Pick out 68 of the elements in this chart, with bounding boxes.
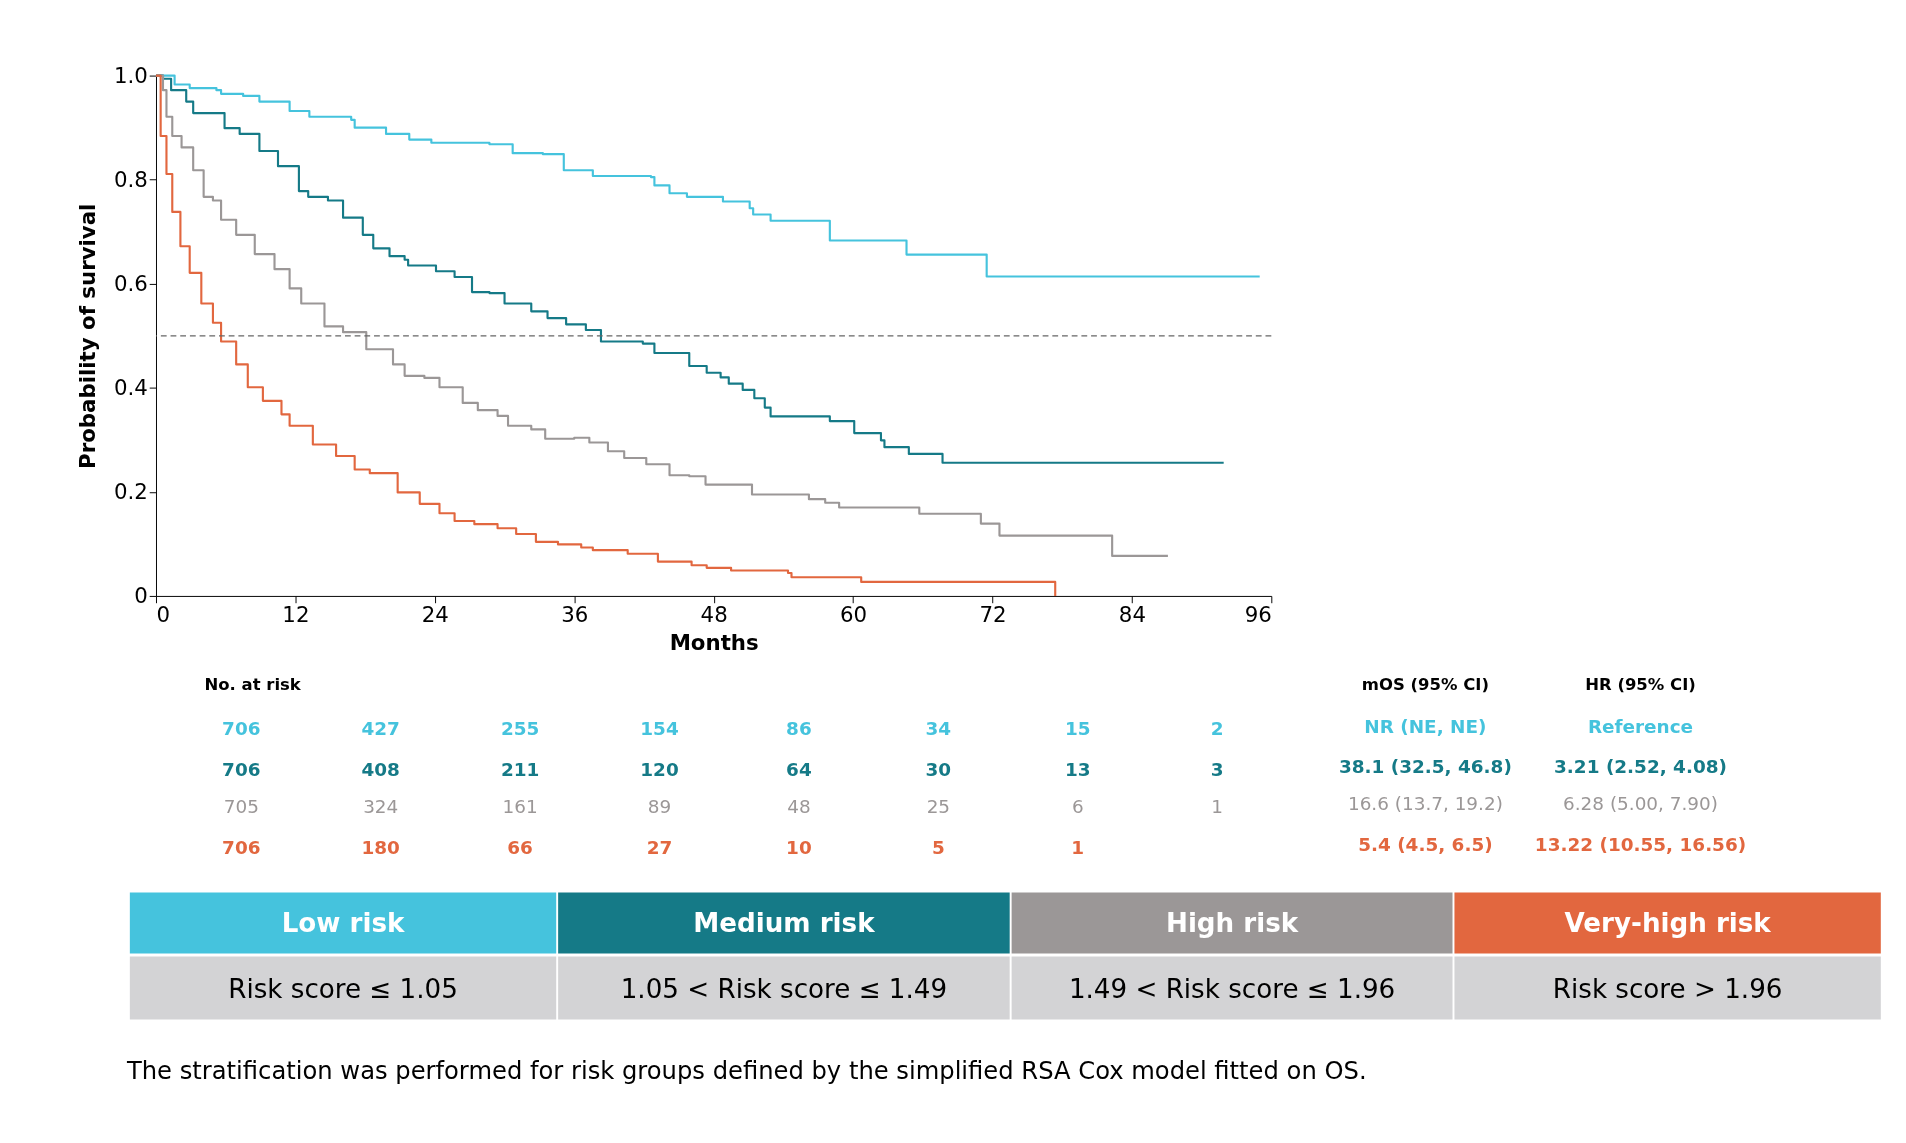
x-tick-label: 0 — [156, 601, 171, 627]
text: 3.21 (2.52, 4.08) — [1554, 756, 1727, 778]
text: 1.49 < Risk score ≤ 1.96 — [1068, 974, 1396, 1005]
text: Risk score ≤ 1.05 — [228, 974, 458, 1005]
text: 408 — [361, 759, 400, 781]
x-tick-label: 96 — [1244, 601, 1272, 627]
y-tick-label: 0.6 — [113, 271, 148, 296]
text: 10 — [786, 836, 812, 858]
text: 16.6 (13.7, 19.2) — [1347, 793, 1503, 815]
y-axis-title: Probability of survival — [75, 203, 101, 469]
text: The stratification was performed for risk groups defined by the simplified RSA Cox model fitted on OS. — [125, 1057, 1367, 1086]
text: Low risk — [281, 908, 405, 939]
x-axis-title: Months — [669, 629, 759, 655]
text: 89 — [647, 796, 672, 817]
y-tick-label: 0.2 — [113, 479, 148, 505]
y-tick-label: 0 — [134, 583, 148, 609]
text: No. at risk — [204, 674, 302, 694]
x-tick-label: 72 — [979, 601, 1007, 627]
text: 1.05 < Risk score ≤ 1.49 — [620, 974, 948, 1005]
text: 6 — [1071, 796, 1084, 817]
x-tick-label: 12 — [282, 601, 310, 627]
text: 3 — [1210, 759, 1224, 781]
text: 2 — [1210, 718, 1224, 740]
text: 6.28 (5.00, 7.90) — [1563, 793, 1718, 815]
text: 86 — [786, 718, 812, 740]
text: Reference — [1587, 715, 1694, 737]
x-tick-label: 24 — [421, 601, 449, 627]
text: 324 — [363, 796, 399, 817]
text: 154 — [640, 718, 679, 740]
text: 706 — [222, 836, 261, 858]
text: High risk — [1166, 908, 1299, 939]
text: 13 — [1064, 759, 1091, 781]
text: Very-high risk — [1564, 908, 1772, 939]
text: 180 — [361, 836, 400, 858]
text: Risk score > 1.96 — [1552, 974, 1783, 1005]
text: 427 — [361, 718, 400, 740]
text: 64 — [786, 759, 812, 781]
text: 705 — [223, 796, 259, 817]
text: 161 — [502, 796, 538, 817]
text: 13.22 (10.55, 16.56) — [1534, 833, 1747, 855]
x-tick-label: 84 — [1118, 601, 1146, 627]
text: HR (95% CI) — [1585, 674, 1696, 694]
text: 255 — [500, 718, 540, 740]
y-tick-label: 0.8 — [113, 166, 148, 192]
text: 706 — [222, 718, 261, 740]
text: 34 — [925, 718, 952, 740]
text: Medium risk — [693, 908, 876, 939]
text: 120 — [640, 759, 679, 781]
text: 1 — [1211, 796, 1224, 817]
text: 27 — [646, 836, 673, 858]
y-tick-label: 0.4 — [113, 375, 148, 401]
y-tick-label: 1.0 — [113, 62, 148, 88]
text: 48 — [787, 796, 811, 817]
text: 66 — [507, 836, 533, 858]
text: 5.4 (4.5, 6.5) — [1358, 833, 1493, 855]
text: 5 — [931, 836, 945, 858]
x-tick-label: 36 — [561, 601, 589, 627]
text: 706 — [222, 759, 261, 781]
x-tick-label: 48 — [700, 601, 728, 627]
x-tick-label: 60 — [840, 601, 868, 627]
text: 30 — [925, 759, 952, 781]
text: 25 — [926, 796, 951, 817]
text: NR (NE, NE) — [1364, 715, 1487, 737]
text: 1 — [1071, 836, 1085, 858]
text: 38.1 (32.5, 46.8) — [1338, 756, 1512, 778]
text: mOS (95% CI) — [1361, 674, 1489, 694]
text: 211 — [500, 759, 540, 781]
text: 15 — [1064, 718, 1091, 740]
